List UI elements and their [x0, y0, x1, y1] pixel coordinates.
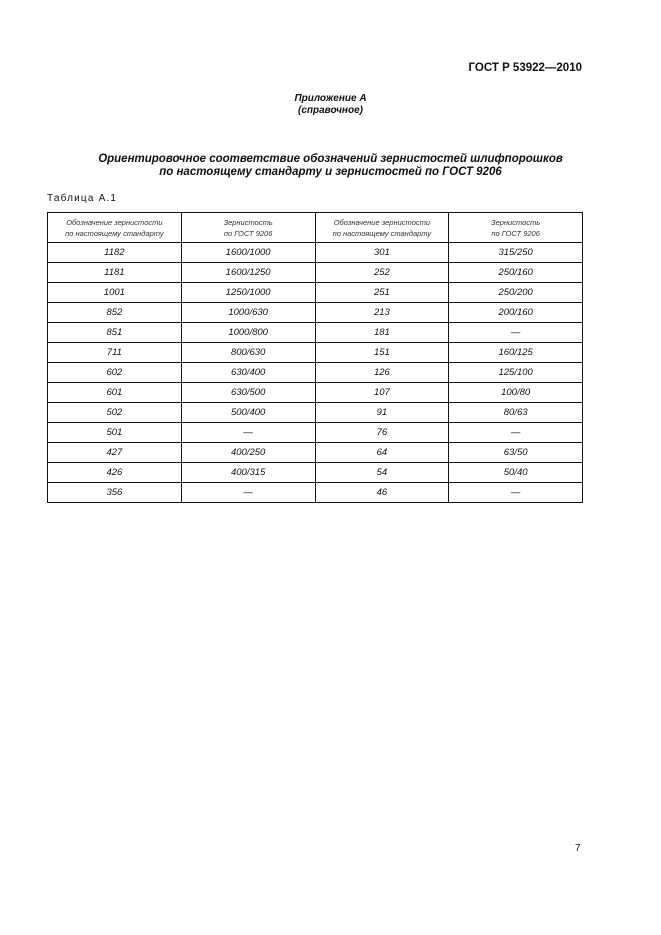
table-cell: 91	[314, 402, 450, 423]
table-cell: 46	[314, 482, 450, 503]
table-cell: 1600/1000	[180, 242, 316, 263]
table-cell: 252	[314, 262, 450, 283]
table-cell: 427	[47, 442, 182, 463]
table-cell: —	[180, 422, 316, 443]
table-row: 851 1000/800 181—	[47, 322, 583, 343]
table-cell: 1600/1250	[180, 262, 316, 283]
table-cell: 250/200	[448, 282, 583, 303]
grit-correspondence-table: Обозначение зернистости по настоящему ста…	[47, 212, 583, 503]
section-title-line: по настоящему стандарту и зернистостей п…	[159, 166, 502, 178]
table-cell: 501	[47, 422, 182, 443]
column-header-line: по настоящему стандарту	[332, 228, 432, 238]
table-cell: 107	[314, 382, 450, 403]
table-cell: 160/125	[448, 342, 583, 363]
table-cell: 125/100	[448, 362, 583, 383]
table-cell: 100/80	[448, 382, 583, 403]
section-title-line: Ориентировочное соответствие обозначений…	[98, 153, 563, 165]
table-cell: 1000/800	[180, 322, 316, 343]
table-cell: 76	[314, 422, 450, 443]
table-cell: 1181	[47, 262, 182, 283]
annex-title: Приложение А	[294, 93, 367, 104]
column-header-line: Обозначение зернистости	[333, 217, 431, 227]
column-header: Обозначение зернистости по настоящему ста…	[314, 212, 450, 243]
table-cell: 400/250	[180, 442, 316, 463]
table-row: 1182 1600/1000 301 315/250	[47, 242, 583, 263]
table-cell: 500/400	[180, 402, 316, 423]
table-cell: 851	[47, 322, 182, 343]
table-cell: 80/63	[448, 402, 583, 423]
annex-subtitle: (справочное)	[298, 105, 363, 116]
table-cell: 630/500	[180, 382, 316, 403]
section-title: Ориентировочное соответствие обозначений…	[0, 153, 661, 179]
column-header-line: по настоящему стандарту	[65, 228, 164, 238]
table-cell: 1001	[47, 282, 182, 303]
column-header-line: Зернистость	[490, 217, 541, 227]
table-cell: 50/40	[448, 462, 583, 483]
table-row: 356—46—	[47, 482, 583, 503]
table-cell: 200/160	[448, 302, 583, 323]
table-header-row: Обозначение зернистости по настоящему ста…	[47, 212, 583, 243]
annex-heading: Приложение А (справочное)	[0, 93, 661, 117]
column-header: Зернистость по ГОСТ 9206	[180, 212, 316, 243]
table-cell: 356	[47, 482, 182, 503]
table-cell: 126	[314, 362, 450, 383]
table-cell: 250/160	[448, 262, 583, 283]
table-cell: 213	[314, 302, 450, 323]
table-cell: —	[448, 482, 583, 503]
column-header-line: по ГОСТ 9206	[491, 228, 540, 238]
table-row: 426 400/315 54 50/40	[47, 462, 583, 483]
table-row: 602 630/400 126 125/100	[47, 362, 583, 383]
table-cell: 315/250	[448, 242, 583, 263]
table-row: 427 400/250 64 63/50	[47, 442, 583, 463]
column-header: Обозначение зернистости по настоящему ста…	[47, 212, 182, 243]
table-cell: —	[448, 322, 583, 343]
document-code: ГОСТ Р 53922—2010	[468, 62, 582, 74]
table-row: 501—76—	[47, 422, 583, 443]
table-cell: —	[448, 422, 583, 443]
page-number: 7	[575, 843, 581, 854]
table-cell: 64	[314, 442, 450, 463]
table-row: 711 800/630 151 160/125	[47, 342, 583, 363]
table-row: 1001 1250/1000 251 250/200	[47, 282, 583, 303]
table-cell: 400/315	[180, 462, 316, 483]
column-header-line: Зернистость	[223, 217, 273, 227]
table-cell: 711	[47, 342, 182, 363]
table-cell: 502	[47, 402, 182, 423]
column-header-line: Обозначение зернистости	[66, 217, 163, 227]
column-header: Зернистость по ГОСТ 9206	[448, 212, 583, 243]
table-cell: 54	[314, 462, 450, 483]
column-header-line: по ГОСТ 9206	[223, 228, 273, 238]
table-cell: 301	[314, 242, 450, 263]
table-cell: —	[180, 482, 316, 503]
table-cell: 426	[47, 462, 182, 483]
table-cell: 1250/1000	[180, 282, 316, 303]
table-row: 601 630/500 107 100/80	[47, 382, 583, 403]
table-cell: 852	[47, 302, 182, 323]
table-cell: 630/400	[180, 362, 316, 383]
table-row: 502 500/400 91 80/63	[47, 402, 583, 423]
table-cell: 800/630	[180, 342, 316, 363]
table-cell: 63/50	[448, 442, 583, 463]
table-cell: 602	[47, 362, 182, 383]
table-cell: 1182	[47, 242, 182, 263]
table-caption: Таблица А.1	[47, 193, 118, 204]
table-cell: 601	[47, 382, 182, 403]
table-cell: 251	[314, 282, 450, 303]
table-cell: 151	[314, 342, 450, 363]
table-row: 1181 1600/1250 252 250/160	[47, 262, 583, 283]
table-cell: 1000/630	[180, 302, 316, 323]
table-cell: 181	[314, 322, 450, 343]
table-row: 852 1000/630 213 200/160	[47, 302, 583, 323]
